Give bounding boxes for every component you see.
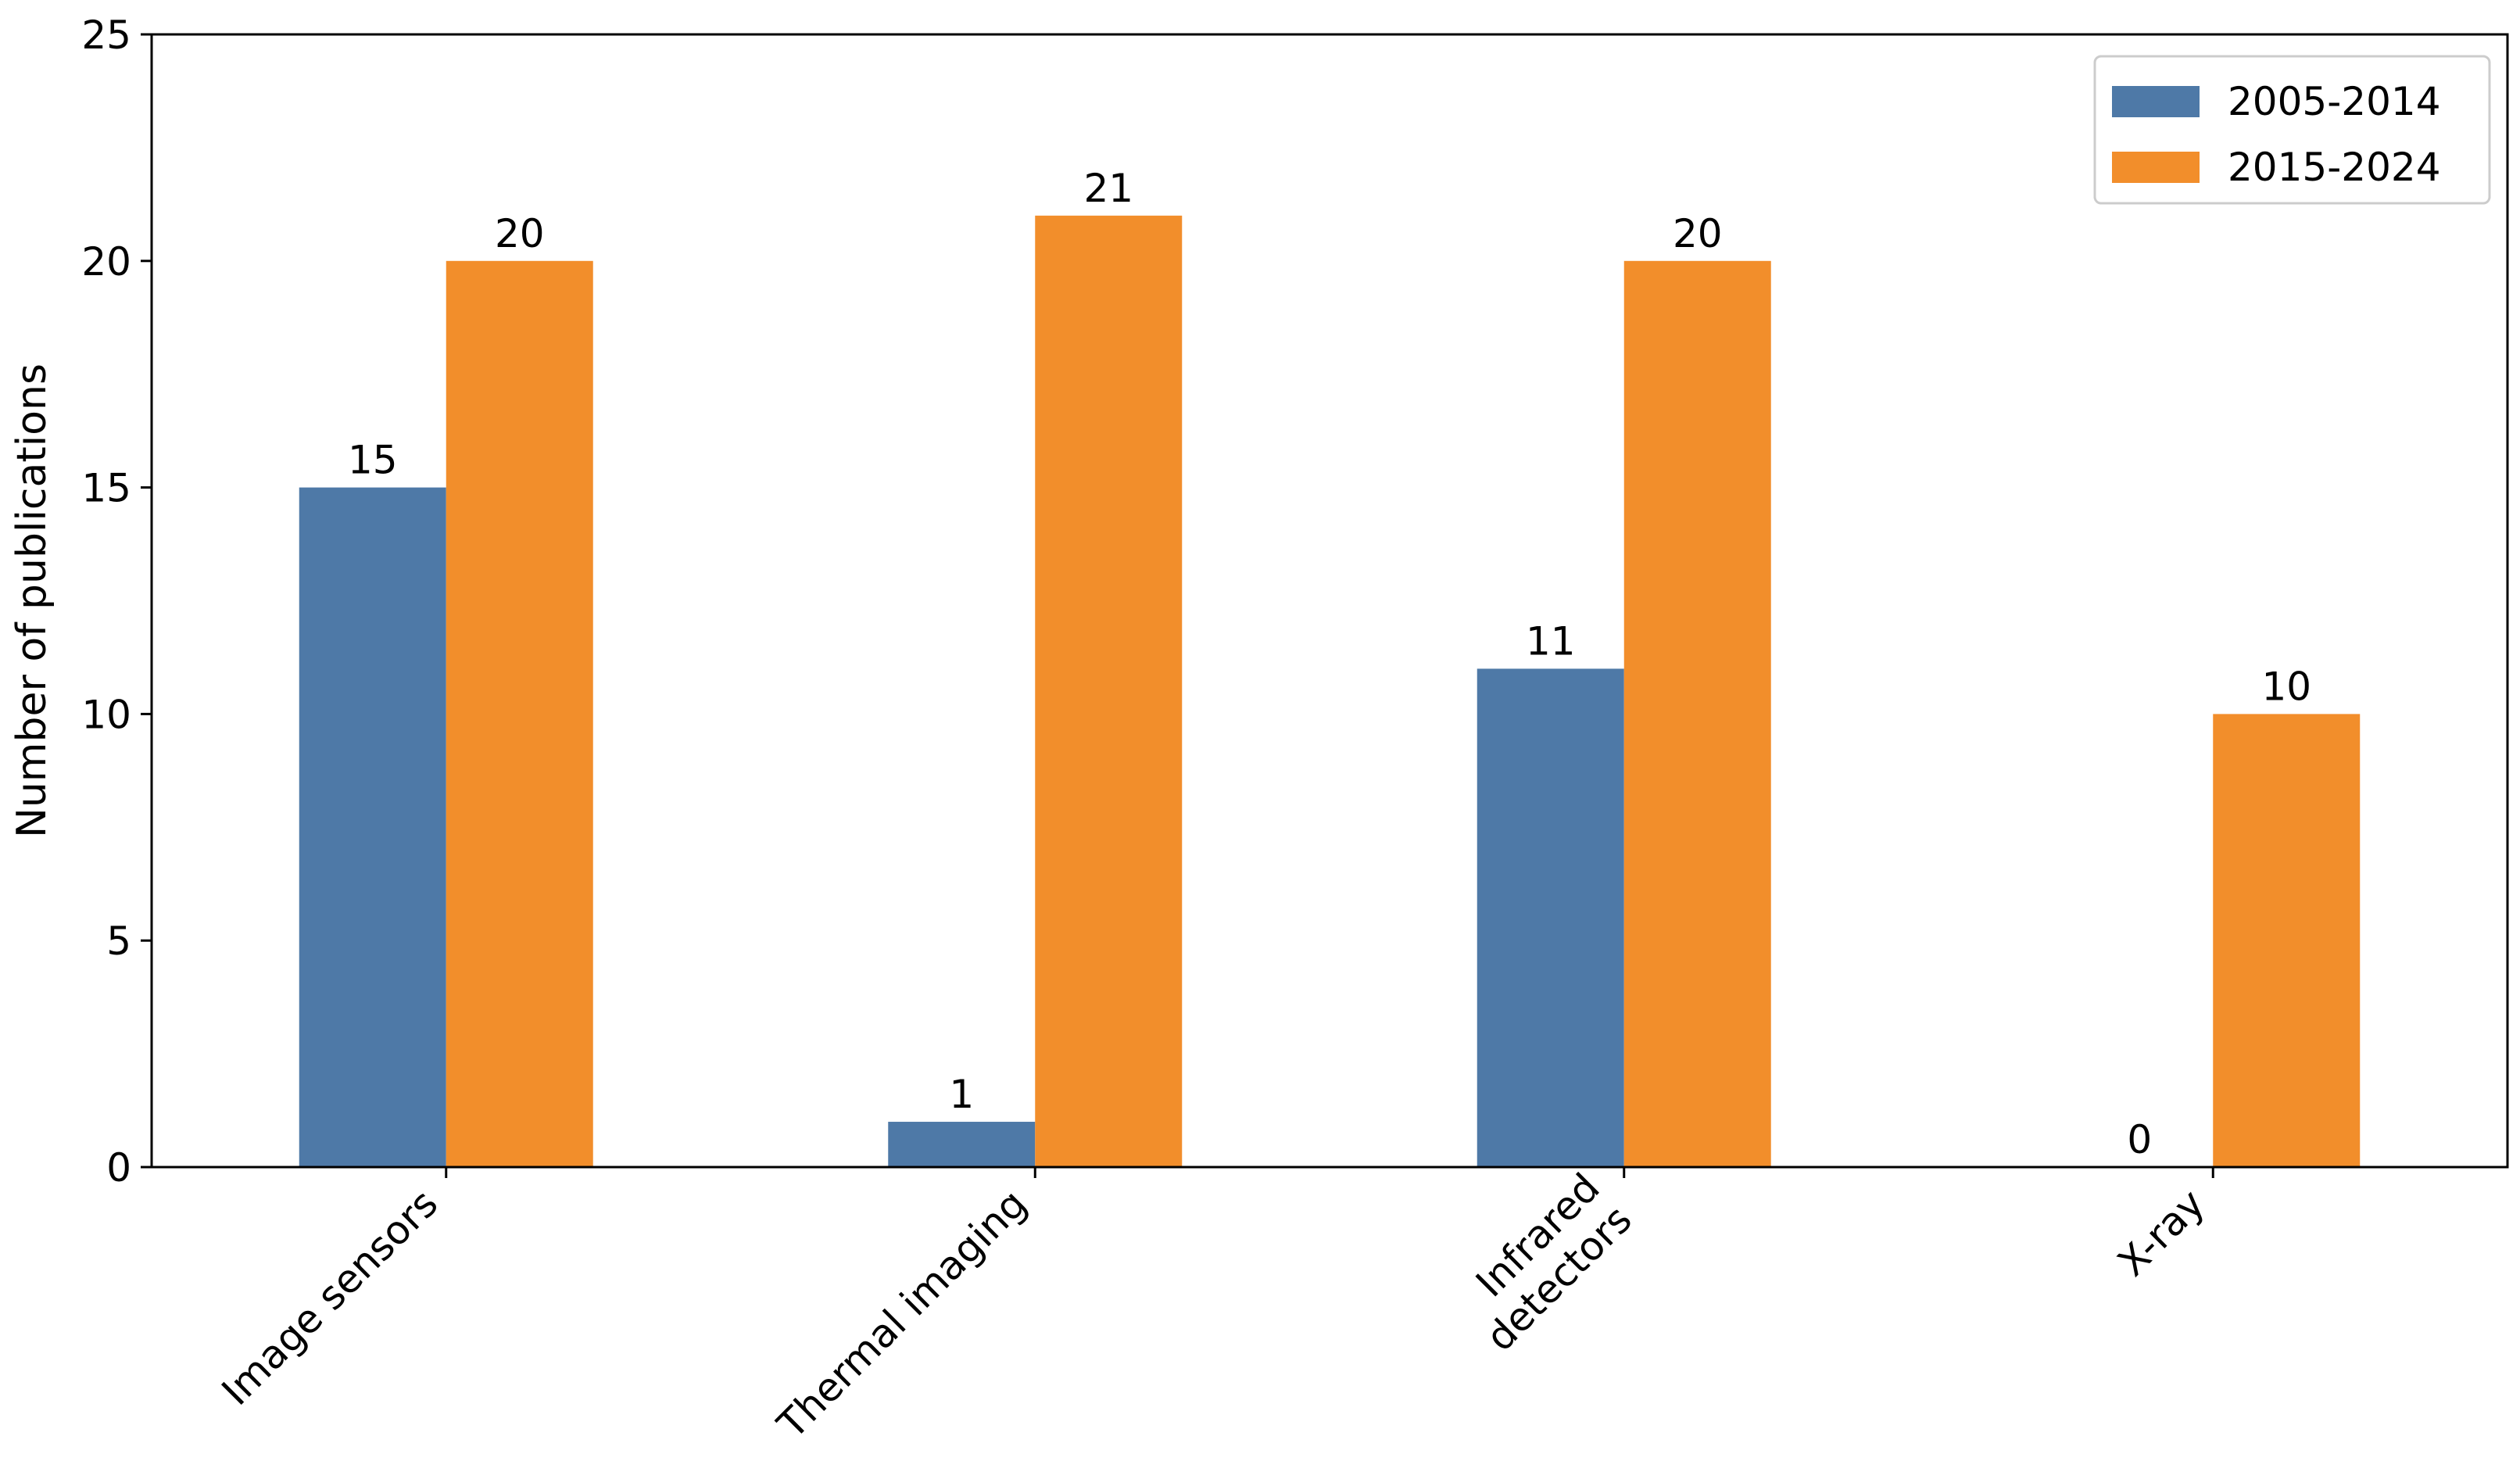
- legend-label: 2015-2024: [2228, 145, 2441, 190]
- data-label: 20: [495, 211, 545, 256]
- plot-frame: [150, 33, 2509, 1169]
- x-tick-label: X-ray: [2109, 1180, 2213, 1284]
- data-labels-layer: 15 20 1 21 11 20 0 10: [348, 166, 2311, 1162]
- y-tick-label: 20: [81, 239, 131, 285]
- y-tick-label: 0: [106, 1145, 131, 1191]
- y-axis: 0 5 10 15 20 25: [81, 13, 152, 1191]
- data-label: 21: [1083, 166, 1133, 211]
- y-tick-label: 5: [106, 919, 131, 964]
- bar: [2213, 714, 2361, 1167]
- data-label: 11: [1526, 618, 1576, 664]
- data-label: 10: [2261, 664, 2311, 709]
- x-axis: Image sensors Thermal imaging Infrareddete…: [213, 1165, 2214, 1448]
- bars-layer: [299, 215, 2361, 1168]
- bar: [1035, 215, 1183, 1168]
- x-tick-label: Infrareddetectors: [1445, 1165, 1641, 1360]
- x-tick-label: Image sensors: [213, 1180, 447, 1414]
- legend-label: 2005-2014: [2228, 79, 2441, 124]
- y-tick-label: 10: [81, 692, 131, 737]
- data-label: 0: [2127, 1117, 2152, 1162]
- bar: [446, 260, 593, 1167]
- y-axis-label: Number of publications: [9, 363, 55, 838]
- legend-swatch: [2112, 152, 2200, 183]
- bar: [1477, 668, 1624, 1167]
- data-label: 1: [949, 1072, 974, 1117]
- x-tick-label: Thermal imaging: [768, 1180, 1036, 1448]
- legend-swatch: [2112, 86, 2200, 117]
- bar: [299, 487, 446, 1167]
- legend: 2005-2014 2015-2024: [2093, 55, 2491, 205]
- bar: [888, 1122, 1036, 1167]
- data-label: 15: [348, 438, 398, 483]
- y-tick-label: 15: [81, 466, 131, 511]
- data-label: 20: [1673, 211, 1723, 256]
- y-tick-label: 25: [81, 13, 131, 58]
- bar: [1623, 260, 1771, 1167]
